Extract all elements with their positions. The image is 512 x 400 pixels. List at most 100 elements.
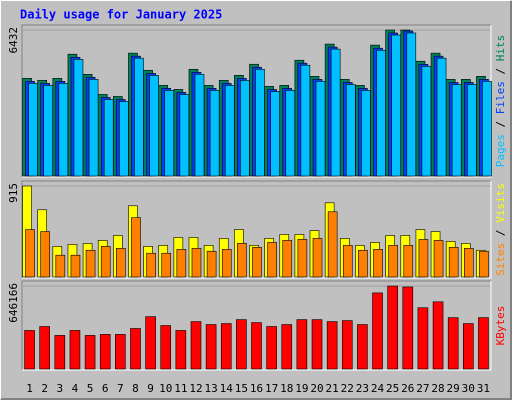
bar [40,231,50,278]
bar [282,240,293,278]
bar [467,84,477,177]
bar [311,319,323,370]
legend-separator: / [494,114,507,134]
legend-entry: Files [494,81,507,114]
plot-bevel [22,25,492,178]
bar [388,245,398,278]
bar [145,316,156,370]
bar [448,247,459,278]
bar [175,330,187,370]
x-tick-label: 15 [235,382,248,395]
bar [270,91,280,177]
bar [312,238,323,278]
bar [209,90,220,177]
bar [69,330,81,370]
bar [447,317,459,370]
legend-separator: / [494,223,507,243]
x-tick-label: 31 [477,382,490,395]
legend: Pages / Files / Hits [494,35,507,168]
bar [341,320,353,370]
bar [464,248,474,278]
bar [146,252,156,278]
plot-bevel [21,280,491,370]
bar [373,249,383,278]
bar [24,330,35,370]
bar [115,334,126,370]
bar [406,32,417,177]
bar [418,239,429,278]
bar [149,75,159,177]
bar [206,250,217,278]
bar [161,252,172,278]
x-tick-label: 6 [102,382,109,395]
legend-entry: Visits [494,183,507,223]
x-tick-label: 7 [117,382,124,395]
bar [176,249,187,278]
bar [376,49,386,177]
x-tick-label: 3 [57,382,64,395]
x-tick-label: 19 [295,382,308,395]
bar [119,101,129,177]
bar [358,249,368,278]
bar [190,321,202,370]
chart-title: Daily usage for January 2025 [20,8,222,22]
legend: Sites / Visits [494,183,507,276]
bar [179,94,190,177]
x-tick-label: 12 [189,382,202,395]
x-tick-label: 21 [326,382,339,395]
x-tick-label: 24 [371,382,385,395]
bar [39,326,50,370]
x-tick-label: 18 [280,382,293,395]
x-tick-label: 2 [41,382,48,395]
bar [99,334,111,370]
bar [88,79,99,177]
bar [391,34,401,177]
bar [330,48,341,177]
bar [403,245,414,278]
bar [361,90,371,177]
legend-separator: / [494,61,507,81]
bar [25,229,35,278]
bar [84,335,96,370]
bar [281,324,293,370]
plot-bevel [21,180,491,278]
x-tick-label: 28 [431,382,444,395]
bar [252,247,262,278]
x-tick-label: 29 [447,382,460,395]
bar [251,322,262,370]
x-tick-label: 22 [341,382,354,395]
x-tick-label: 27 [416,382,429,395]
y-tick-label: 915 [7,183,20,203]
plot-bevel [22,281,492,371]
bar [266,326,277,370]
bar [463,323,474,370]
bar [482,81,492,177]
bar [160,325,172,370]
bar [236,319,247,370]
bar [417,307,429,370]
bar [345,84,356,177]
x-tick-label: 10 [159,382,172,395]
bar [300,64,311,177]
x-tick-label: 14 [220,382,234,395]
x-tick-label: 13 [204,382,217,395]
legend-entry: Pages [494,134,507,167]
x-tick-label: 26 [401,382,414,395]
legend-entry: Hits [494,35,507,62]
bar [255,69,265,177]
bar [100,246,111,278]
bar [73,59,84,177]
bar [103,99,114,177]
bar [85,249,96,278]
bar [164,90,175,177]
bar [342,245,353,278]
bar [315,81,326,177]
bar [28,83,38,177]
bar [58,83,69,177]
bar [387,285,398,370]
x-tick-label: 11 [174,382,187,395]
bar [421,66,432,177]
x-tick-label: 17 [265,382,278,395]
